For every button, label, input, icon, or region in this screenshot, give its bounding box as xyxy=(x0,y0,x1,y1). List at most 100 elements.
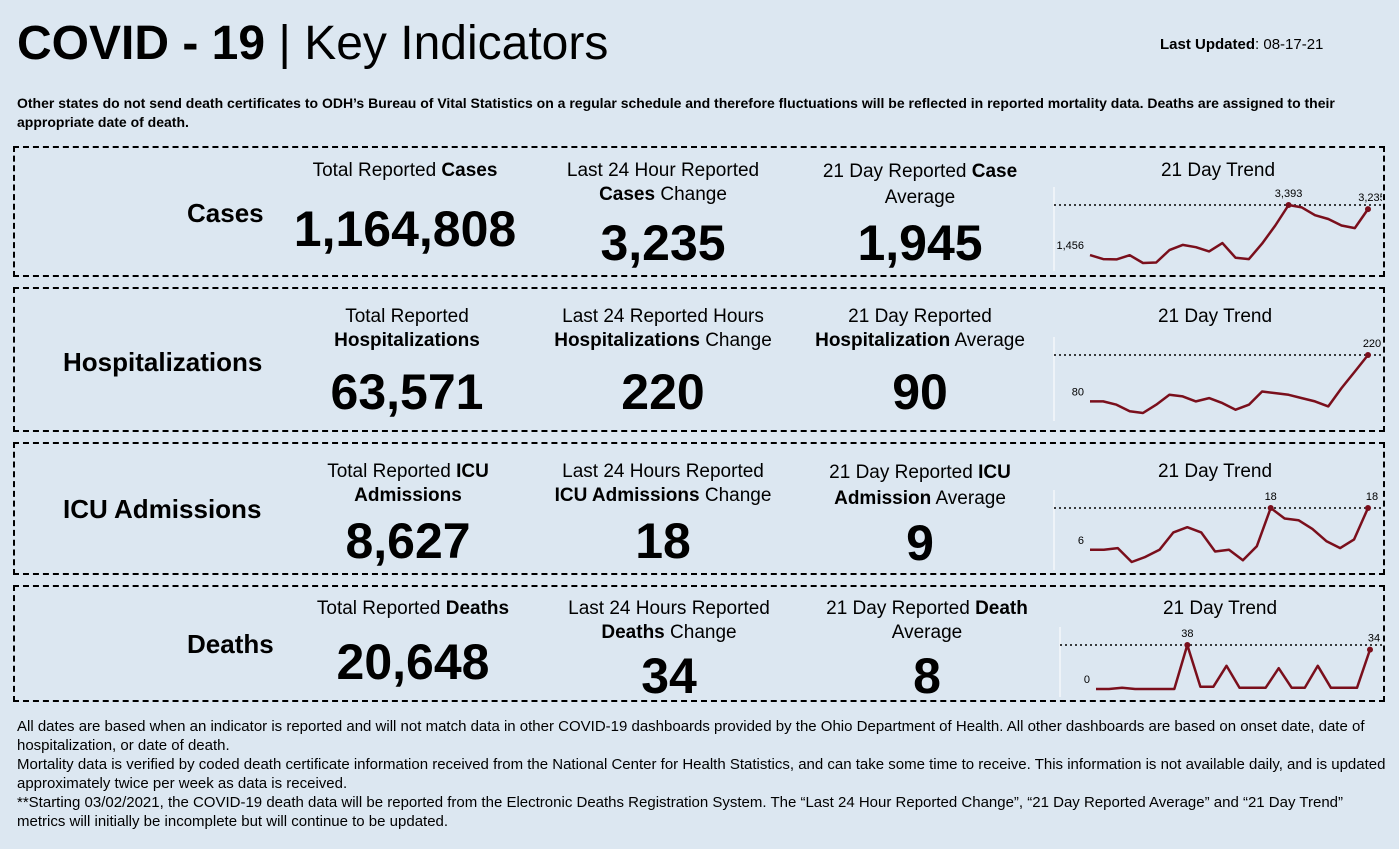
heading-text-2: Change xyxy=(699,330,772,351)
trend-heading: 21 Day Trend xyxy=(1157,461,1273,482)
footer-notes: All dates are based when an indicator is… xyxy=(17,717,1387,831)
change-value: 34 xyxy=(641,648,697,704)
average-heading: 21 Day Reported Death Average xyxy=(797,597,1057,645)
change-heading: Last 24 Hour Reported Cases Change xyxy=(533,159,793,207)
change-value: 220 xyxy=(621,364,705,420)
heading-text-2: Change xyxy=(664,622,737,643)
change-heading: Last 24 Reported Hours Hospitalizations C… xyxy=(533,305,793,353)
heading-bold: Death xyxy=(975,598,1028,619)
total-icu-heading: Total Reported ICU Admissions xyxy=(278,460,538,508)
heading-text-2: Average xyxy=(950,330,1025,351)
panel-label: Deaths xyxy=(187,629,274,659)
heading-text: 21 Day Reported xyxy=(829,462,979,483)
average-value: 1,945 xyxy=(857,215,983,271)
heading-bold: Deaths xyxy=(445,598,510,619)
total-hospitalizations-heading: Total Reported Hospitalizations xyxy=(277,305,537,353)
trend-heading: 21 Day Trend xyxy=(1162,598,1278,619)
sparkline-data-label: 38 xyxy=(1181,628,1193,640)
panel-label: ICU Admissions xyxy=(63,494,262,524)
trend-sparkline: 6 18 18 xyxy=(1053,490,1382,570)
heading-bold: Hospitalizations xyxy=(334,330,480,351)
sparkline-marker xyxy=(1365,505,1371,511)
total-hospitalizations-value: 63,571 xyxy=(330,364,484,420)
heading-text: 21 Day Reported xyxy=(822,161,972,182)
sparkline-data-label: 0 xyxy=(1084,674,1090,686)
last-updated: Last Updated: 08-17-21 xyxy=(1160,36,1323,53)
panel-deaths: Deaths Total Reported Deaths 20,648 Last… xyxy=(13,585,1385,704)
sparkline-series xyxy=(1096,643,1372,691)
sparkline-data-label: 80 xyxy=(1072,386,1084,398)
heading-bold: ICU xyxy=(978,462,1011,483)
heading-text: Last 24 Hours Reported xyxy=(568,598,770,619)
heading-bold-2: Admission xyxy=(834,488,932,509)
sparkline-series xyxy=(1089,203,1370,265)
heading-text: Last 24 Hour Reported xyxy=(566,160,760,181)
sparkline-data-label: 6 xyxy=(1078,535,1084,547)
trend-sparkline: 80 220 xyxy=(1053,337,1382,421)
panel-icu-admissions: ICU Admissions Total Reported ICU Admissi… xyxy=(13,442,1385,575)
heading-bold: ICU Admissions xyxy=(554,485,700,506)
panel-hospitalizations: Hospitalizations Total Reported Hospitali… xyxy=(13,287,1385,432)
heading-bold: Hospitalization xyxy=(815,330,951,351)
heading-text: 21 Day Reported xyxy=(848,306,992,327)
total-deaths-heading: Total Reported Deaths xyxy=(283,597,543,621)
heading-text: Total Reported xyxy=(316,598,446,619)
title-rest: Key Indicators xyxy=(304,17,609,70)
heading-text: Last 24 Hours Reported xyxy=(562,461,764,482)
heading-bold: ICU xyxy=(456,461,489,482)
sparkline-data-label: 18 xyxy=(1366,491,1378,503)
heading-text-2: Average xyxy=(931,488,1006,509)
sparkline-marker xyxy=(1267,505,1274,511)
sparkline-data-label: 3,235 xyxy=(1358,192,1382,204)
heading-bold: Deaths xyxy=(601,622,665,643)
average-value: 90 xyxy=(892,364,948,420)
heading-text-2: Change xyxy=(699,485,772,506)
sparkline-data-label: 3,393 xyxy=(1275,188,1303,200)
sparkline-marker xyxy=(1365,352,1371,358)
footer-note: Mortality data is verified by coded deat… xyxy=(17,756,1386,792)
panel-cases: Cases Total Reported Cases 1,164,808 Las… xyxy=(13,146,1385,277)
page-title: COVID - 19 | Key Indicators xyxy=(17,14,608,74)
trend-sparkline: 0 38 34 xyxy=(1059,627,1384,697)
trend-sparkline: 1,456 3,393 3,235 xyxy=(1053,187,1382,271)
trend-heading: 21 Day Trend xyxy=(1157,306,1273,327)
heading-text: Total Reported xyxy=(345,306,469,327)
title-separator: | xyxy=(265,17,305,70)
change-value: 18 xyxy=(635,513,691,569)
heading-text: Total Reported xyxy=(312,160,442,181)
sparkline-marker xyxy=(1285,202,1292,208)
heading-bold-2: Admissions xyxy=(354,485,462,506)
average-heading: 21 Day Reported ICU Admission Average xyxy=(790,460,1050,512)
heading-text-2: Change xyxy=(655,184,727,205)
title-bold: COVID - 19 xyxy=(17,17,266,70)
sparkline-series xyxy=(1090,354,1369,415)
sparkline-data-label: 18 xyxy=(1265,491,1277,503)
average-heading: 21 Day Reported Case Average xyxy=(790,159,1050,211)
total-deaths-value: 20,648 xyxy=(336,634,490,690)
footer-note: All dates are based when an indicator is… xyxy=(17,718,1365,754)
change-heading: Last 24 Hours Reported ICU Admissions Cha… xyxy=(533,460,793,508)
footer-note: **Starting 03/02/2021, the COVID-19 deat… xyxy=(17,794,1343,830)
total-cases-value: 1,164,808 xyxy=(293,201,517,257)
heading-text: Last 24 Reported Hours xyxy=(562,306,764,327)
panel-label: Cases xyxy=(187,198,264,228)
last-updated-label: Last Updated xyxy=(1160,36,1256,53)
heading-text-2: Average xyxy=(891,622,963,643)
average-value: 8 xyxy=(913,648,941,704)
heading-text: 21 Day Reported xyxy=(826,598,976,619)
total-icu-value: 8,627 xyxy=(345,513,471,569)
heading-bold: Case xyxy=(971,161,1018,182)
sparkline-data-label: 1,456 xyxy=(1056,240,1084,252)
heading-bold: Hospitalizations xyxy=(554,330,700,351)
total-cases-heading: Total Reported Cases xyxy=(275,159,535,183)
sparkline-data-label: 34 xyxy=(1368,633,1380,645)
last-updated-value: : 08-17-21 xyxy=(1255,36,1324,53)
heading-bold: Cases xyxy=(599,184,656,205)
sparkline-series xyxy=(1090,506,1370,564)
mortality-note: Other states do not send death certifica… xyxy=(17,95,1335,130)
trend-heading: 21 Day Trend xyxy=(1160,160,1276,181)
average-value: 9 xyxy=(906,515,934,571)
change-heading: Last 24 Hours Reported Deaths Change xyxy=(539,597,799,645)
heading-text-2: Average xyxy=(884,187,956,208)
sparkline-marker xyxy=(1365,206,1371,213)
